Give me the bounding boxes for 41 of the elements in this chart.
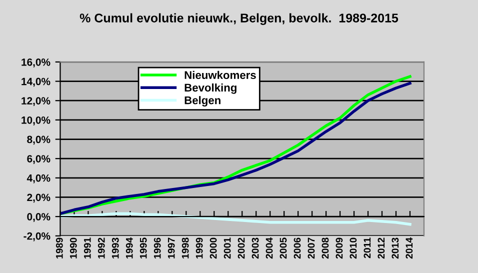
x-tick-label: 1995 [140,238,147,258]
y-tick-label: 6,0% [27,155,50,164]
x-tick-label: 2009 [336,238,343,259]
line-series [60,212,412,226]
x-tick-label: 1996 [154,238,161,258]
y-tick-label: -2,0% [24,232,50,242]
x-tick-label: 2002 [238,238,245,259]
x-tick-label: 2004 [266,237,273,259]
x-tick-label: 1992 [98,238,105,258]
x-tick-label: 2007 [308,238,315,259]
x-tick-label: 2000 [210,238,217,259]
x-tick-label: 1990 [70,238,77,258]
y-tick-label: 2,0% [27,194,50,203]
x-tick-label: 1989 [56,238,63,258]
legend-label: Belgen [184,96,220,106]
y-tick-label: 14,0% [22,78,50,87]
x-tick-label: 2001 [224,238,231,259]
x-tick-label: 1999 [196,238,203,258]
y-tick-label: 12,0% [22,97,50,106]
x-tick-label: 1997 [168,238,175,258]
x-tick-label: 2013 [392,238,399,259]
x-tick-label: 2008 [322,238,329,259]
legend-label: Bevolking [184,83,236,94]
y-tick-label: 0,0% [27,213,50,222]
x-tick-label: 2006 [294,238,301,259]
x-tick-label: 1991 [84,238,91,258]
legend-label: Nieuwkomers [184,70,256,80]
x-tick-label: 2003 [252,238,259,259]
y-tick-label: 8,0% [27,136,50,145]
x-tick-label: 1998 [182,238,189,258]
x-tick-label: 1994 [126,237,133,258]
y-tick-label: 16,0% [22,58,50,68]
x-tick-label: 2014 [406,237,413,259]
y-tick-label: 10,0% [22,116,50,126]
x-tick-label: 1993 [112,238,119,258]
y-tick-label: 4,0% [26,174,50,184]
x-tick-label: 2011 [364,238,371,258]
x-tick-label: 2010 [350,238,357,259]
chart-title: % Cumul evolutie nieuwk., Belgen, bevolk. 1989-2015 [80,13,398,25]
x-tick-label: 2012 [378,238,385,259]
x-tick-label: 2005 [280,238,287,259]
